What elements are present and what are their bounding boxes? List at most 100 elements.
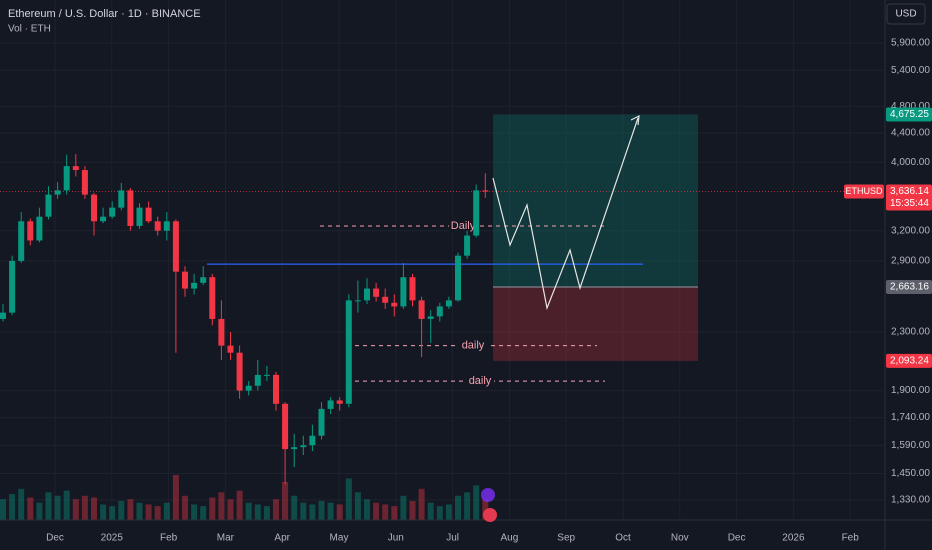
candle-body	[209, 277, 216, 319]
y-tick-label: 1,450.00	[891, 468, 930, 479]
volume-bar	[427, 502, 434, 520]
volume-layer	[0, 475, 489, 520]
candle-body	[245, 385, 252, 391]
volume-bar	[391, 506, 398, 520]
volume-bar	[336, 504, 343, 520]
y-tick-label: 4,800.00	[891, 101, 930, 112]
candle-body	[9, 260, 16, 313]
x-tick-label: Dec	[728, 533, 746, 544]
volume-bar	[200, 506, 207, 520]
candle-body	[0, 312, 6, 319]
level-label-bg	[466, 374, 494, 389]
y-tick-label: 2,300.00	[891, 327, 930, 338]
candle-body	[473, 190, 480, 236]
volume-bar	[473, 485, 480, 520]
volume-bar	[145, 504, 152, 520]
candle-body	[91, 194, 97, 222]
candle-body	[127, 190, 134, 226]
volume-bar	[218, 492, 225, 520]
currency-button[interactable]	[886, 3, 926, 25]
x-tick-label: Jun	[388, 533, 404, 544]
event-icon[interactable]	[481, 488, 495, 502]
grid	[0, 0, 885, 520]
x-tick-label: Nov	[671, 533, 689, 544]
candle-body	[18, 221, 25, 261]
candle-body	[254, 374, 261, 386]
price-tag-label: 2,093.24	[890, 356, 929, 367]
currency-label[interactable]: USD	[895, 9, 916, 20]
price-tag-label: 2,663.16	[890, 282, 929, 293]
projection-path	[492, 117, 639, 311]
event-icon[interactable]	[483, 508, 497, 522]
stop-zone	[493, 287, 698, 361]
candle-body	[163, 221, 170, 231]
candle-body	[191, 282, 198, 289]
level-label: daily	[462, 340, 485, 352]
volume-bar	[63, 490, 70, 520]
volume-bar	[436, 506, 443, 520]
candle-body	[464, 235, 471, 256]
volume-bar	[36, 502, 43, 520]
y-tick-label: 1,590.00	[891, 440, 930, 451]
x-tick-label: Jul	[446, 533, 459, 544]
candle-body	[72, 166, 79, 171]
candle-body	[263, 374, 270, 376]
candle-body	[227, 345, 234, 353]
candle-body	[36, 216, 43, 241]
candle-body	[409, 277, 416, 301]
candle-body	[109, 207, 116, 217]
symbol-tag	[844, 184, 884, 199]
volume-bar	[464, 492, 471, 520]
volume-bar	[282, 481, 289, 520]
x-tick-label: May	[330, 533, 349, 544]
x-tick-label: Oct	[615, 533, 631, 544]
target-zone	[493, 114, 698, 288]
candle-body	[373, 288, 380, 297]
candle-body	[436, 306, 443, 317]
candle-body	[482, 190, 489, 192]
candle-body	[309, 435, 316, 446]
volume-bar	[136, 502, 143, 520]
x-tick-label: Feb	[842, 533, 860, 544]
candle-body	[200, 277, 207, 283]
y-tick-label: 1,330.00	[891, 495, 930, 506]
volume-bar	[364, 499, 370, 520]
candle-body	[182, 271, 188, 289]
candle-body	[318, 408, 325, 436]
volume-bar	[172, 475, 179, 520]
y-tick-label: 1,900.00	[891, 385, 930, 396]
x-tick-label: Aug	[501, 533, 519, 544]
volume-bar	[382, 504, 389, 520]
volume-bar	[482, 499, 489, 520]
volume-bar	[455, 495, 461, 520]
y-tick-label: 4,000.00	[891, 157, 930, 168]
price-tag	[886, 280, 932, 295]
price-tag-label: 4,675.25	[890, 109, 929, 120]
candle-layer	[0, 153, 489, 485]
candle-body	[154, 221, 161, 231]
volume-bar	[91, 497, 97, 520]
volume-bar	[300, 502, 307, 520]
y-tick-label: 1,740.00	[891, 412, 930, 423]
candle-body	[327, 400, 334, 409]
x-tick-label: 2025	[101, 533, 124, 544]
candle-body	[54, 190, 61, 195]
volume-bar	[209, 497, 216, 520]
candle-body	[427, 316, 434, 319]
volume-bar	[127, 499, 134, 520]
volume-bar	[263, 506, 270, 520]
volume-bar	[373, 502, 380, 520]
candle-body	[336, 400, 343, 404]
candle-body	[236, 352, 243, 391]
candle-body	[172, 221, 179, 272]
y-tick-label: 3,200.00	[891, 225, 930, 236]
price-tag	[886, 353, 932, 368]
volume-bar	[27, 497, 34, 520]
candle-body	[118, 190, 125, 208]
level-label-bg	[449, 218, 477, 233]
volume-bar	[318, 500, 325, 520]
volume-bar	[327, 502, 334, 520]
volume-bar	[100, 504, 107, 520]
symbol-label: ETHUSD	[845, 186, 883, 196]
